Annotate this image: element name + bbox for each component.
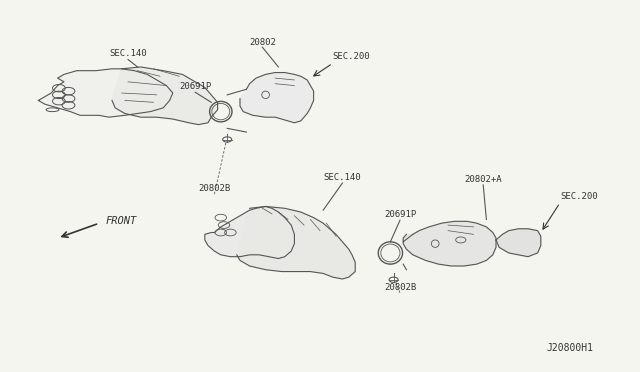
Text: 20802+A: 20802+A [465,175,502,184]
Circle shape [389,277,398,282]
Text: SEC.140: SEC.140 [324,173,361,182]
Text: SEC.200: SEC.200 [333,52,371,61]
Polygon shape [496,229,541,257]
Text: 20802: 20802 [249,38,276,46]
Text: SEC.200: SEC.200 [560,192,598,201]
Text: 20691P: 20691P [384,211,416,219]
Text: J20800H1: J20800H1 [546,343,593,353]
Circle shape [223,137,232,142]
Polygon shape [38,69,173,117]
Polygon shape [205,206,294,259]
Text: SEC.140: SEC.140 [109,49,147,58]
Text: 20691P: 20691P [179,82,211,91]
Text: FRONT: FRONT [106,217,137,226]
Polygon shape [112,67,218,125]
Polygon shape [403,221,496,266]
Text: 20802B: 20802B [384,283,416,292]
Polygon shape [237,206,355,279]
Polygon shape [240,73,314,123]
Text: 20802B: 20802B [198,185,230,193]
